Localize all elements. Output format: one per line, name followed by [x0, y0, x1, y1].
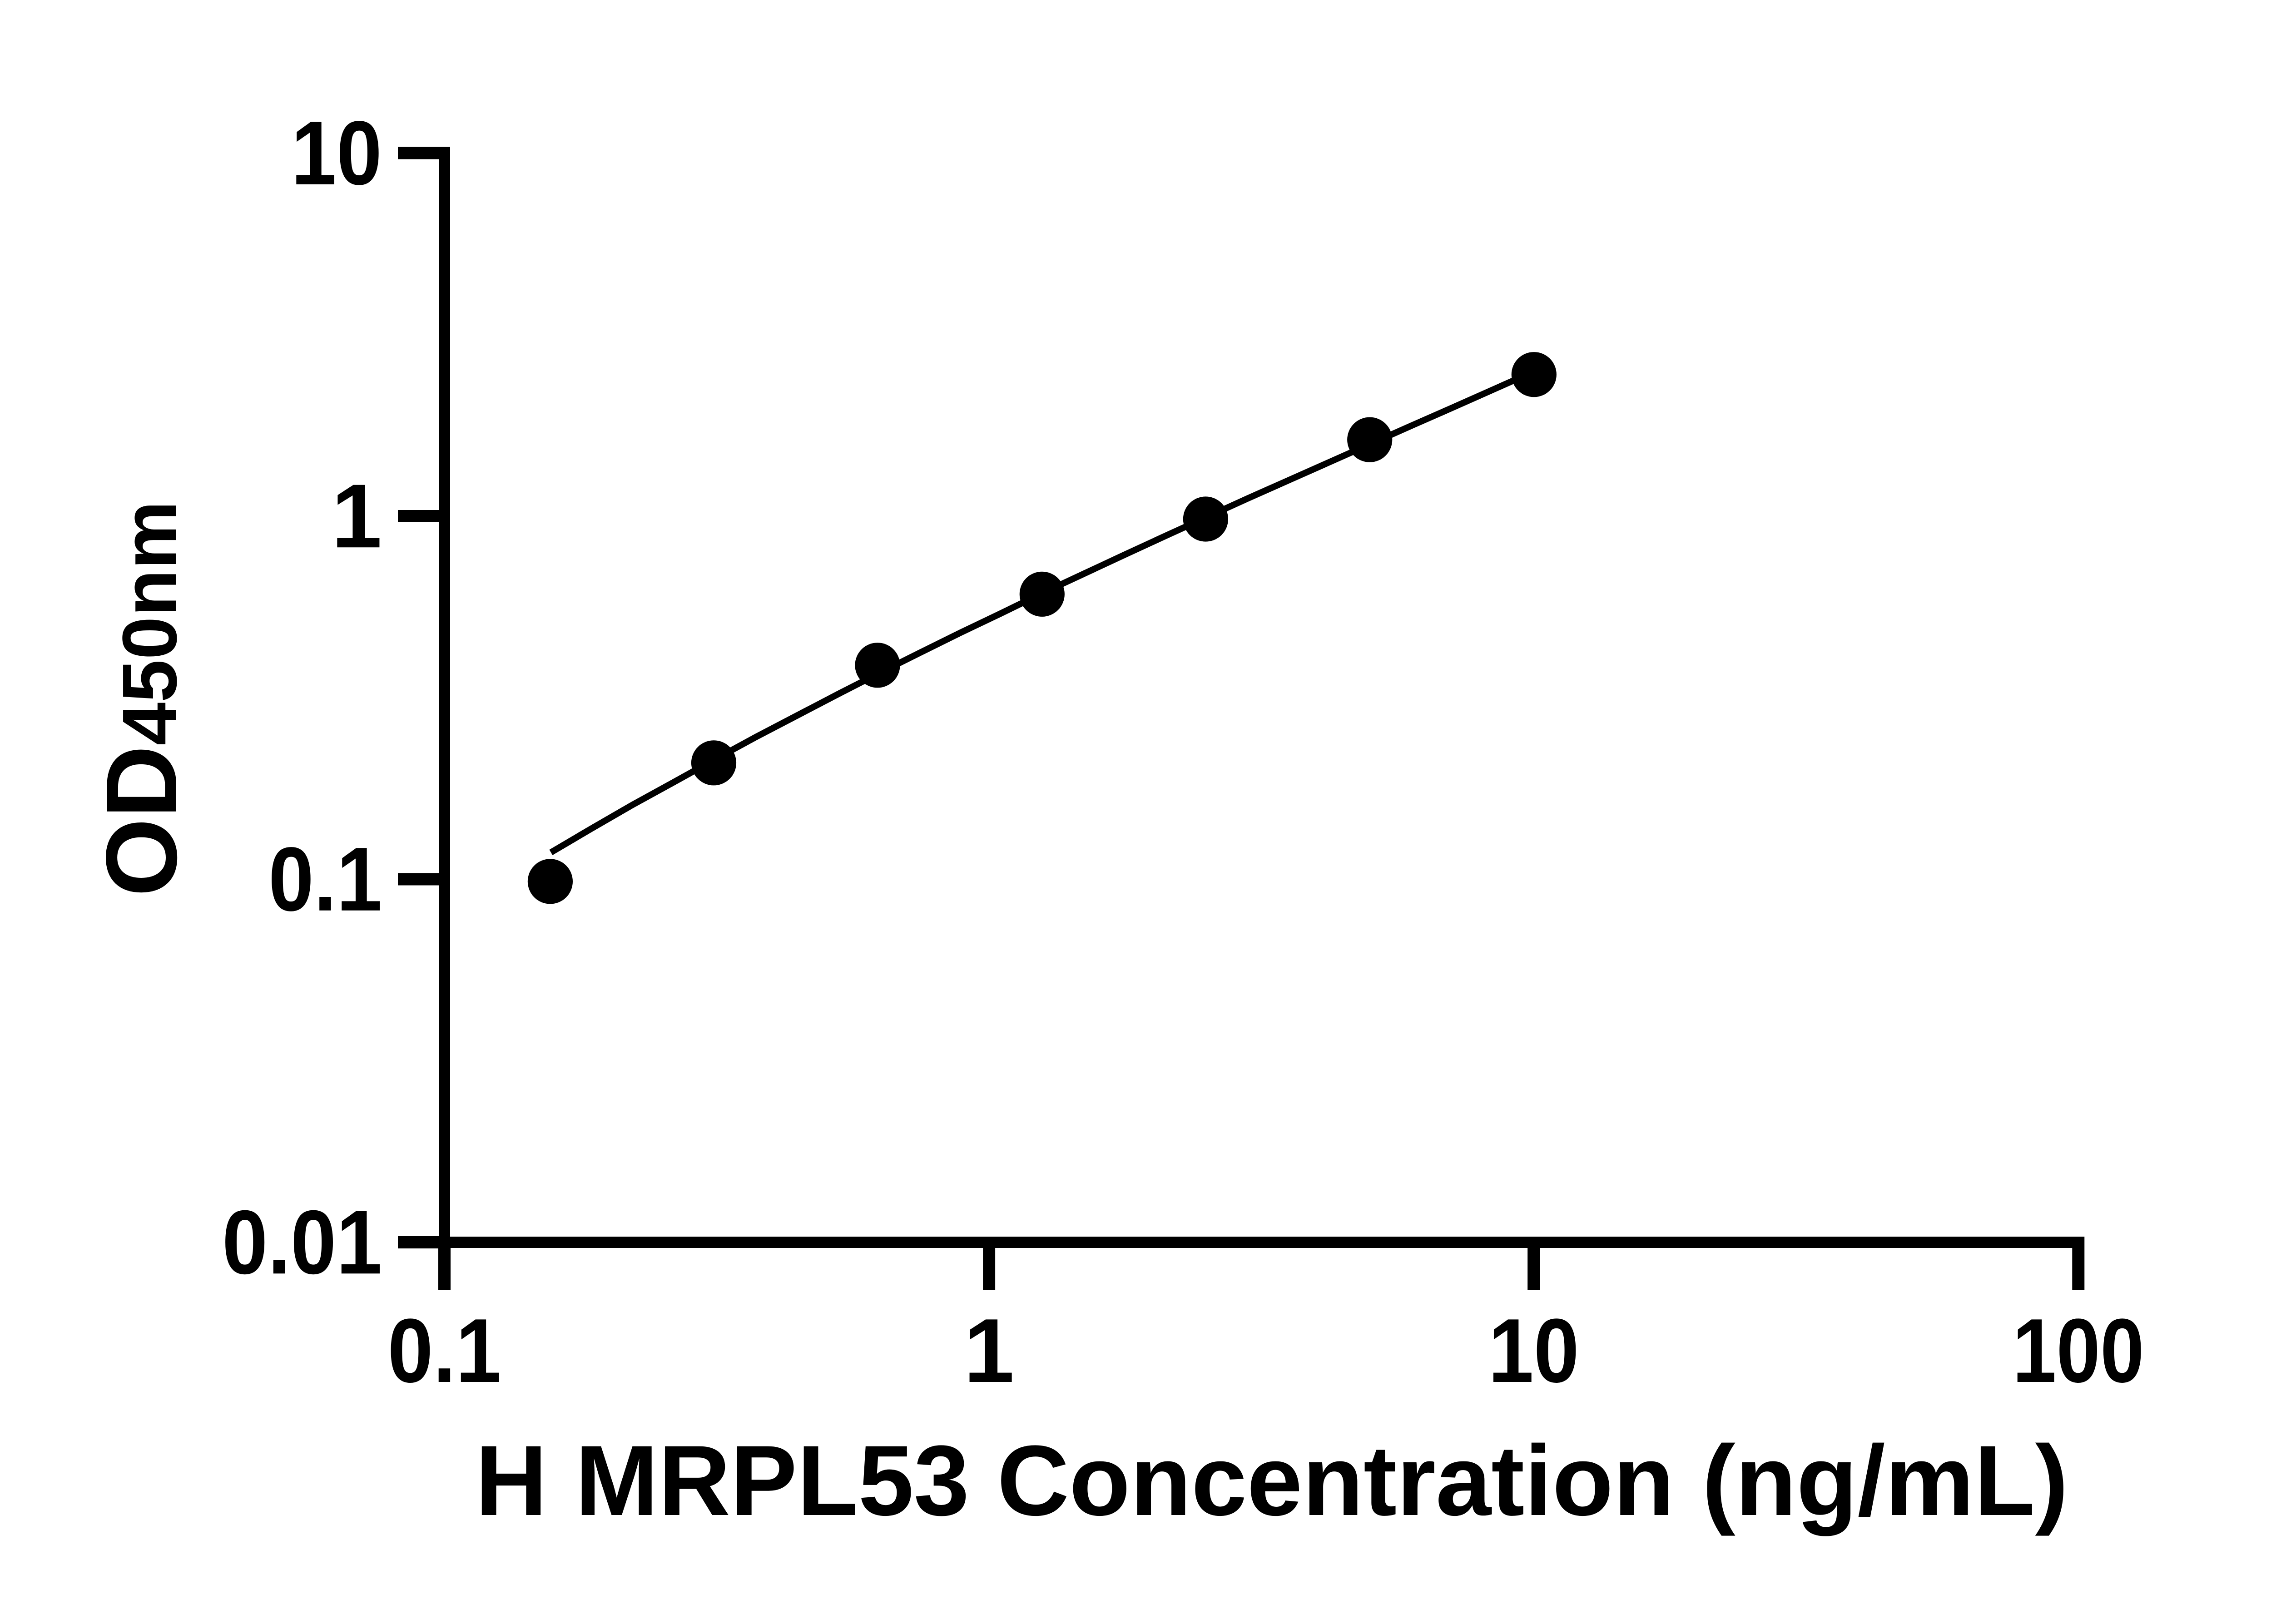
svg-text:0.1: 0.1	[388, 1300, 501, 1401]
svg-text:1: 1	[964, 1300, 1014, 1401]
svg-text:H MRPL53 Concentration (ng/mL): H MRPL53 Concentration (ng/mL)	[475, 1425, 2068, 1536]
svg-text:1: 1	[332, 465, 382, 567]
svg-text:0.01: 0.01	[222, 1192, 382, 1293]
svg-text:10: 10	[291, 103, 382, 204]
svg-text:10: 10	[1488, 1300, 1579, 1401]
svg-text:100: 100	[2013, 1300, 2144, 1401]
svg-text:0.1: 0.1	[268, 829, 382, 930]
